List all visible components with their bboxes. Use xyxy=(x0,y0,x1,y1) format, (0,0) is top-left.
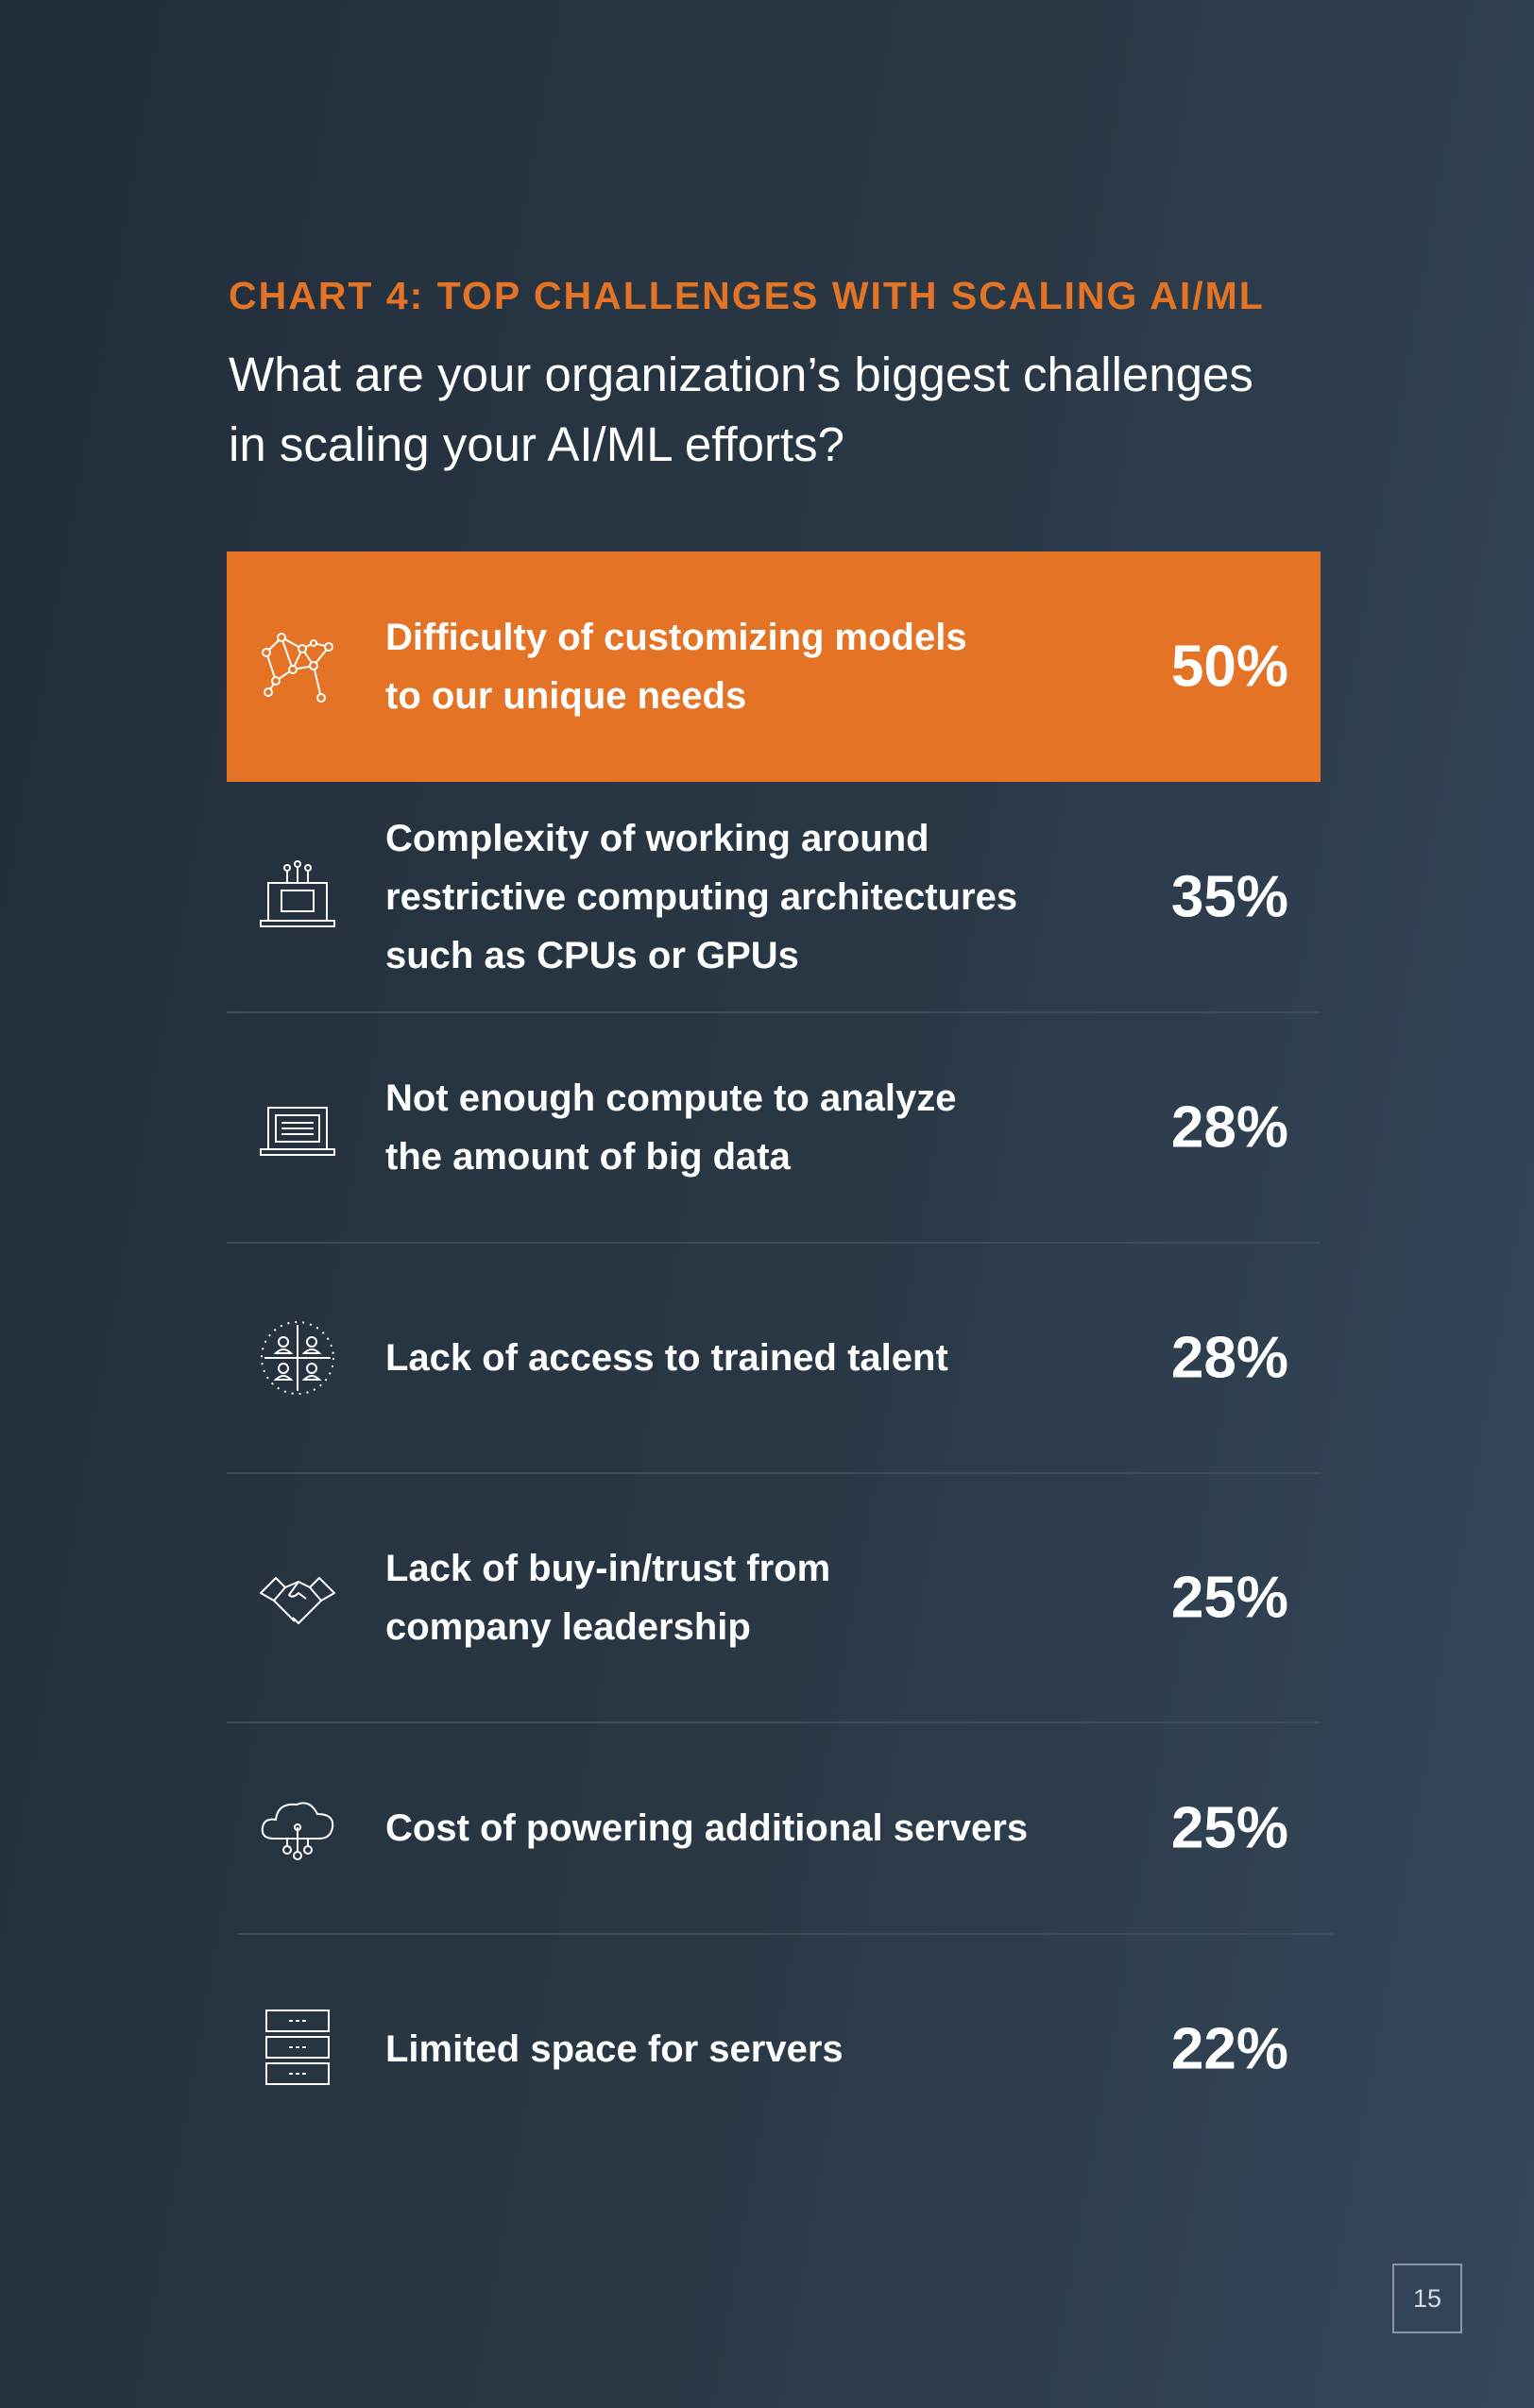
challenge-percentage: 28% xyxy=(1170,1325,1288,1391)
network-nodes-icon xyxy=(255,624,340,709)
challenge-label: Complexity of working around restrictive… xyxy=(385,818,1018,976)
challenge-label: Lack of access to trained talent xyxy=(385,1337,948,1379)
handshake-icon xyxy=(255,1555,340,1640)
challenge-row: Cost of powering additional servers 25% xyxy=(227,1722,1321,1934)
row-divider xyxy=(227,1242,1321,1244)
challenge-label: Cost of powering additional servers xyxy=(385,1807,1029,1849)
row-divider xyxy=(227,1472,1321,1474)
page-number: 15 xyxy=(1392,2264,1462,2333)
challenge-row: Not enough compute to analyze the amount… xyxy=(227,1012,1321,1243)
laptop-data-icon xyxy=(255,1085,340,1170)
laptop-circuit-icon xyxy=(255,855,340,940)
row-divider xyxy=(227,1721,1321,1723)
challenge-percentage: 22% xyxy=(1170,2016,1288,2082)
challenge-label: Not enough compute to analyze the amount… xyxy=(385,1077,957,1178)
row-divider xyxy=(238,1933,1334,1935)
challenge-row: Complexity of working around restrictive… xyxy=(227,782,1321,1012)
challenge-percentage: 35% xyxy=(1170,864,1288,930)
cloud-network-icon xyxy=(255,1786,340,1871)
challenge-percentage: 50% xyxy=(1170,634,1288,700)
chart-question: What are your organization’s biggest cha… xyxy=(229,348,1253,471)
challenge-label: Limited space for servers xyxy=(385,2028,844,2070)
chart-title: CHART 4: TOP CHALLENGES WITH SCALING AI/… xyxy=(229,274,1265,317)
challenge-percentage: 25% xyxy=(1170,1565,1288,1631)
challenge-row: Limited space for servers 22% xyxy=(227,1934,1321,2164)
people-grid-icon xyxy=(255,1315,340,1400)
server-rack-icon xyxy=(255,2007,340,2092)
challenge-row: Difficulty of customizing models to our … xyxy=(227,551,1321,782)
row-divider xyxy=(227,1011,1321,1013)
challenge-row: Lack of access to trained talent 28% xyxy=(227,1243,1321,1473)
challenge-label: Lack of buy-in/trust from company leader… xyxy=(385,1548,831,1648)
challenge-label: Difficulty of customizing models to our … xyxy=(385,617,967,717)
challenge-row: Lack of buy-in/trust from company leader… xyxy=(227,1473,1321,1722)
challenge-percentage: 25% xyxy=(1170,1795,1288,1861)
challenge-percentage: 28% xyxy=(1170,1094,1288,1161)
